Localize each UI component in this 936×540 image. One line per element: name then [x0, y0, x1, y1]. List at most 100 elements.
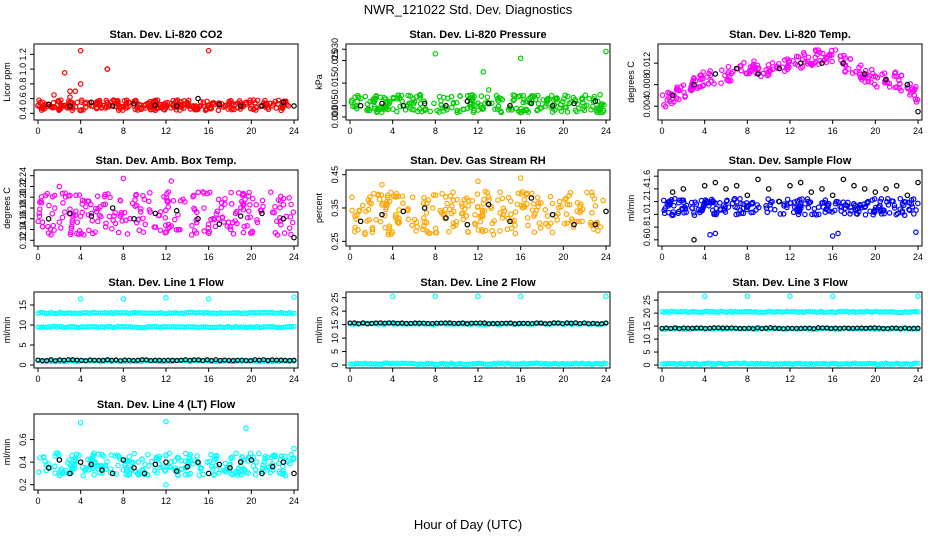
data-point: [557, 105, 563, 111]
data-point: [120, 103, 127, 110]
data-point: [574, 199, 581, 206]
data-point: [525, 109, 532, 115]
data-point: [115, 229, 122, 236]
data-point: [589, 192, 596, 199]
data-point: [517, 109, 524, 116]
data-point: [400, 102, 407, 109]
panel-title: Stan. Dev. Line 2 Flow: [420, 277, 536, 289]
data-point: [99, 469, 105, 476]
data-point: [278, 453, 285, 460]
data-point: [811, 211, 818, 217]
data-point: [838, 204, 845, 210]
panel-title: Stan. Dev. Line 4 (LT) Flow: [97, 399, 236, 411]
data-point: [691, 237, 697, 243]
data-point: [472, 211, 478, 218]
x-tick-label: 0: [35, 496, 40, 506]
data-point: [485, 201, 492, 208]
data-point: [440, 108, 447, 114]
data-point: [131, 450, 138, 457]
y-tick-label: 15: [642, 321, 652, 331]
data-point: [840, 176, 847, 183]
data-point: [597, 91, 603, 98]
data-point: [776, 198, 783, 205]
panel-title: Stan. Dev. Gas Stream RH: [410, 155, 546, 167]
data-point: [570, 224, 577, 230]
data-point: [566, 201, 573, 208]
data-point: [909, 203, 916, 210]
data-point: [117, 197, 124, 204]
x-tick-label: 0: [35, 252, 40, 262]
data-point: [755, 65, 762, 71]
panel-3: Stan. Dev. Li-820 Temp. degrees C 0 4 8 12 16 2…: [626, 29, 923, 136]
data-point: [457, 108, 463, 115]
y-tick-label: 0.030: [330, 38, 340, 61]
data-point: [733, 211, 739, 218]
x-tick-label: 12: [785, 252, 795, 262]
data-point: [728, 70, 735, 77]
data-point: [878, 211, 885, 217]
x-tick-label: 20: [246, 374, 256, 384]
data-point: [409, 222, 415, 229]
data-point: [357, 218, 364, 225]
data-point: [595, 98, 601, 105]
data-point: [712, 179, 719, 186]
data-point: [886, 210, 893, 216]
data-point: [211, 101, 217, 108]
data-point: [603, 360, 609, 367]
x-tick-label: 0: [659, 374, 664, 384]
data-point: [784, 202, 790, 208]
data-point: [500, 205, 507, 211]
data-point: [481, 196, 487, 203]
x-tick-label: 0: [35, 126, 40, 136]
x-tick-label: 8: [745, 252, 750, 262]
data-point: [50, 222, 57, 229]
data-point: [675, 199, 682, 206]
data-point: [269, 463, 276, 470]
data-point: [819, 200, 826, 206]
data-point: [182, 471, 189, 478]
y-tick-label: 0.25: [330, 233, 340, 251]
data-point: [711, 211, 717, 218]
data-point: [232, 210, 239, 217]
data-point: [680, 186, 687, 192]
data-point: [907, 81, 913, 87]
data-point: [469, 197, 476, 204]
panel-9: Stan. Dev. Line 3 Flow ml/min 0 4 8 12 16 20 24 0…: [626, 277, 923, 384]
data-point: [507, 102, 513, 109]
data-point: [884, 195, 891, 202]
data-point: [480, 69, 487, 75]
data-point: [499, 215, 506, 221]
x-tick-label: 8: [433, 374, 438, 384]
y-tick-label: 0.2: [18, 478, 28, 491]
data-point: [178, 457, 185, 464]
data-point: [36, 97, 42, 104]
y-tick-label: 0.16: [18, 210, 28, 228]
y-tick-label: 0.4: [18, 107, 28, 120]
data-point: [87, 456, 94, 462]
data-point: [405, 216, 412, 223]
data-point: [91, 472, 97, 478]
data-point: [475, 203, 481, 210]
data-point: [564, 93, 571, 100]
data-point: [56, 99, 63, 106]
data-point: [829, 209, 835, 215]
data-point: [105, 191, 111, 197]
data-point: [744, 206, 750, 213]
data-point: [195, 189, 202, 196]
data-point: [162, 229, 168, 236]
data-point: [277, 205, 283, 211]
x-tick-label: 20: [558, 252, 568, 262]
x-tick-label: 20: [870, 374, 880, 384]
data-point: [85, 227, 92, 234]
data-point: [383, 206, 389, 213]
data-point: [897, 195, 904, 202]
data-point: [904, 84, 911, 91]
data-point: [136, 104, 143, 111]
data-point: [519, 188, 526, 195]
data-point: [805, 54, 812, 61]
data-point: [683, 202, 690, 209]
data-point: [765, 186, 772, 192]
data-point: [45, 465, 52, 471]
data-point: [39, 219, 46, 226]
y-tick-label: 0: [330, 362, 340, 367]
